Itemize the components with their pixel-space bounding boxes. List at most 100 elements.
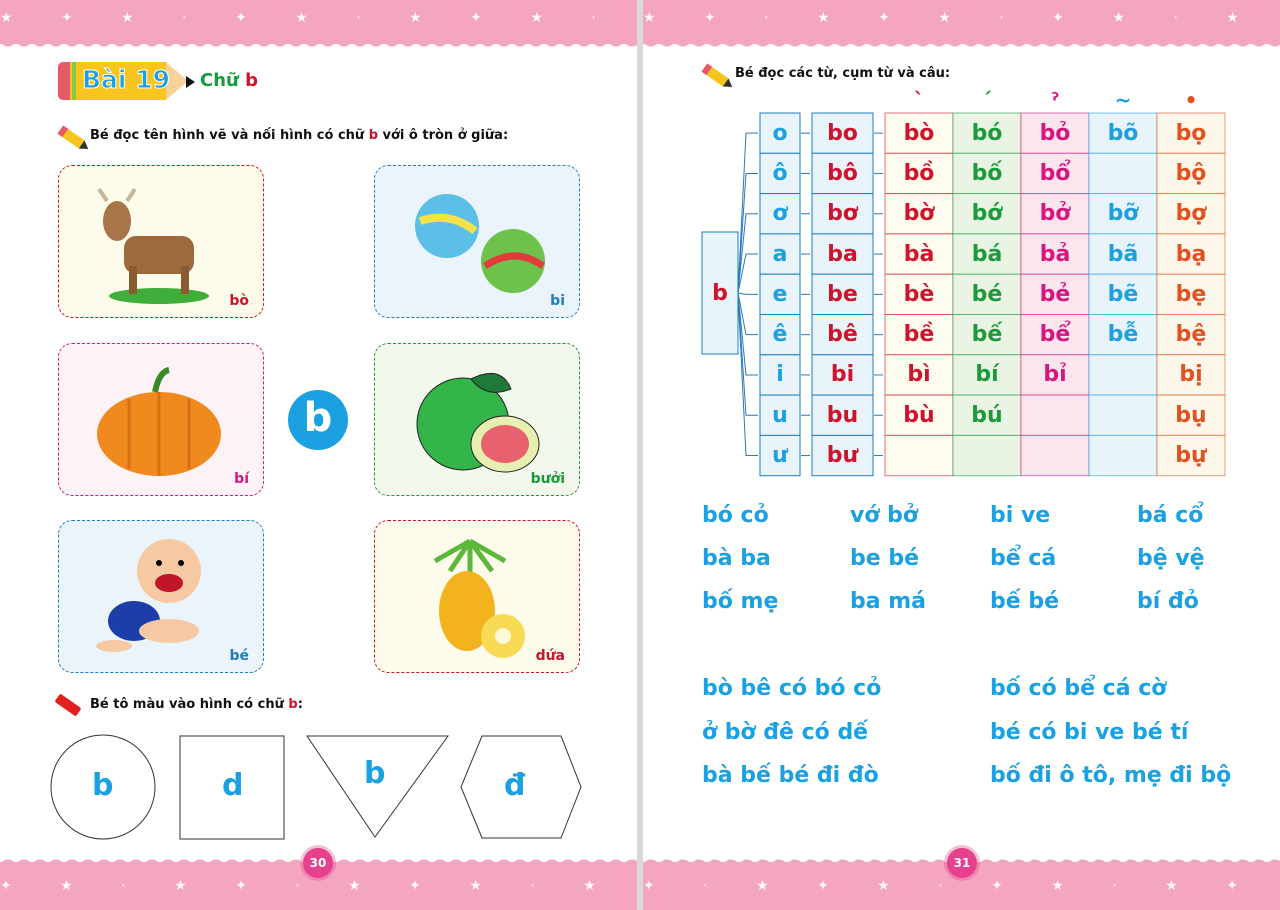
tone-cell: bè xyxy=(903,281,935,307)
tone-cell-bg xyxy=(1088,233,1158,275)
tone-cell: bớ xyxy=(971,201,1003,227)
tone-cell-bg xyxy=(952,273,1022,316)
vowel-cell: ê xyxy=(772,322,788,348)
sentence: ở bờ đê có dế xyxy=(702,719,869,745)
connector-line xyxy=(737,292,758,376)
square-letter: d xyxy=(222,768,244,803)
tone-cell: bù xyxy=(903,402,935,428)
vowel-cell: o xyxy=(772,120,788,146)
tone-cell xyxy=(1089,395,1157,435)
tone-cell: bể xyxy=(1039,322,1071,348)
title-prefix: Chữ xyxy=(200,70,239,91)
syllable-cell-bg xyxy=(811,193,874,235)
tone-cell: bộ xyxy=(1175,160,1207,186)
connector-line xyxy=(737,132,758,294)
sentence: bố đi ô tô, mẹ đi bộ xyxy=(990,763,1232,788)
syllable-cell: bơ xyxy=(827,201,858,227)
tone-cell: bự xyxy=(1175,443,1207,469)
syllable-cell: be xyxy=(827,281,858,307)
vowel-cell-bg xyxy=(759,394,801,436)
hexagon-shape[interactable] xyxy=(460,735,582,839)
instruction-color: Bé tô màu vào hình có chữ b: xyxy=(90,697,303,712)
tone-cell: bẹ xyxy=(1175,281,1207,307)
tone-cell-bg xyxy=(952,314,1022,356)
tone-cell: bó xyxy=(971,120,1003,146)
tone-cell: bọ xyxy=(1175,120,1207,146)
sentence: bò bê có bó cỏ xyxy=(702,676,882,701)
tone-cell xyxy=(1021,435,1089,475)
page-gutter xyxy=(637,0,643,910)
connector-line xyxy=(737,253,758,294)
tone-cell: bõ xyxy=(1107,120,1139,146)
square-shape[interactable] xyxy=(179,735,285,840)
triangle-shape[interactable] xyxy=(306,735,449,838)
tone-cell: bã xyxy=(1107,241,1139,267)
consonant-letter: b xyxy=(712,280,728,306)
circle-letter: b xyxy=(92,768,114,803)
circle-shape[interactable] xyxy=(50,734,156,840)
tone-cell: bả xyxy=(1039,241,1071,267)
tone-cell-bg xyxy=(1156,193,1226,235)
picture-card-pineapple[interactable]: dứa xyxy=(374,520,580,673)
syllable-cell-bg xyxy=(811,314,874,356)
tone-cell-bg xyxy=(884,233,954,275)
word-phrase: bệ vệ xyxy=(1137,546,1205,571)
tone-mark: • xyxy=(1184,88,1198,112)
top-banner: ★ ✦ · ★ ✦ ★ · ✦ ★ · ★ ✦ ★ ✦ · xyxy=(643,0,1280,50)
tone-cell-bg xyxy=(1156,152,1226,195)
syllable-cell: bê xyxy=(827,322,858,348)
tone-cell: bà xyxy=(903,241,935,267)
tone-mark: ˀ xyxy=(1051,88,1059,112)
syllable-cell: bi xyxy=(830,362,855,388)
tone-cell-bg xyxy=(1020,394,1090,436)
tone-cell-bg xyxy=(1156,394,1226,436)
picture-card-marbles[interactable]: bi xyxy=(374,165,580,318)
syllable-cell-bg xyxy=(811,152,874,195)
connector-line xyxy=(737,213,758,294)
hexagon-letter: đ xyxy=(504,768,526,803)
marbles-picture xyxy=(415,194,546,293)
tone-cell: bễ xyxy=(1107,322,1139,348)
tone-cell: bạ xyxy=(1175,241,1207,267)
syllable-cell: bo xyxy=(827,120,858,146)
word-phrase: bó cỏ xyxy=(702,503,769,528)
consonant-box xyxy=(701,231,739,355)
center-letter-circle[interactable]: b xyxy=(288,390,348,450)
tone-cell: bờ xyxy=(903,201,935,227)
lesson-label: Bài 19 xyxy=(82,65,171,95)
vowel-cell-bg xyxy=(759,273,801,316)
pencil-icon xyxy=(57,125,85,149)
pomelo-picture xyxy=(416,372,540,473)
instruction-text: Bé đọc tên hình vẽ và nối hình có chữ xyxy=(90,128,369,143)
vowel-cell: ô xyxy=(772,160,788,186)
tone-cell: bé xyxy=(971,281,1003,307)
tone-cell-bg xyxy=(1020,112,1090,154)
tone-cell: bồ xyxy=(903,160,935,186)
picture-card-pomelo[interactable]: bưởi xyxy=(374,343,580,496)
word-phrase: vớ bở xyxy=(850,503,918,528)
tone-cell xyxy=(1089,153,1157,193)
instruction-letter: b xyxy=(368,128,378,143)
tone-mark: ` xyxy=(914,88,924,112)
vowel-cell-bg xyxy=(759,354,801,396)
picture-card-cow[interactable]: bò xyxy=(58,165,264,318)
sentence: bé có bi ve bé tí xyxy=(990,719,1189,745)
picture-card-baby[interactable]: bé xyxy=(58,520,264,673)
connector-line xyxy=(737,292,758,416)
tone-cell-bg xyxy=(1156,434,1226,477)
connector-line xyxy=(737,292,758,336)
connector-line xyxy=(737,172,758,294)
vowel-cell: i xyxy=(776,362,784,388)
tone-cell-bg xyxy=(884,394,954,436)
lesson-badge: Bài 19 xyxy=(58,62,188,100)
instruction-read: Bé đọc các từ, cụm từ và câu: xyxy=(735,66,951,81)
card-label: bé xyxy=(229,648,249,664)
vowel-cell: ơ xyxy=(772,201,788,227)
connector-lines xyxy=(701,112,1226,477)
picture-card-pumpkin[interactable]: bí xyxy=(58,343,264,496)
tone-cell: bò xyxy=(903,120,935,146)
tone-cell-bg xyxy=(1156,112,1226,154)
word-phrase: bá cổ xyxy=(1137,503,1204,528)
card-label: bò xyxy=(229,293,249,309)
tone-cell: bề xyxy=(903,322,935,348)
